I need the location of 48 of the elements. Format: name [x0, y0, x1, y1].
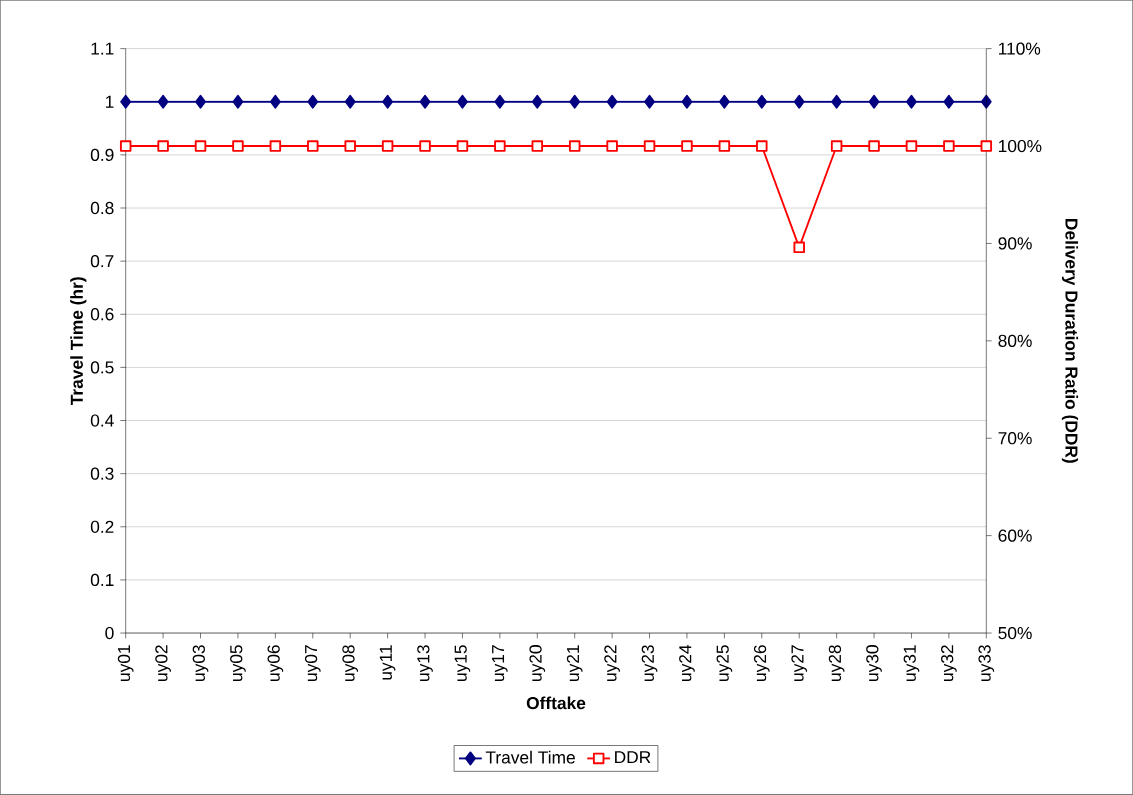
x-tick-label: uy32	[941, 645, 957, 682]
x-tick-label: uy11	[379, 645, 396, 680]
y2-axis-title: Delivery Duration Ratio (DDR)	[1061, 219, 1079, 463]
y2-tick-label: 110%	[999, 42, 1041, 55]
y-axis-title: Travel Time (hr)	[70, 277, 87, 406]
x-tick-label: uy24	[679, 645, 695, 682]
y2-tick-label: 70%	[998, 432, 1032, 445]
y-tick-label: 1	[105, 95, 114, 108]
x-tick-label: uy26	[753, 645, 770, 682]
y2-tick-label: 90%	[998, 237, 1032, 250]
y-tick-label: 0.8	[90, 201, 114, 215]
y-tick-label: 1.1	[91, 42, 114, 55]
y2-tick-label: 60%	[998, 529, 1032, 542]
x-axis-title: Offtake	[526, 696, 586, 710]
x-tick-label: uy07	[304, 645, 321, 682]
x-tick-label: uy22	[604, 645, 620, 682]
x-tick-label: uy08	[342, 645, 359, 682]
y2-tick-label: 50%	[998, 627, 1032, 640]
x-tick-label: uy31	[903, 645, 920, 682]
x-tick-label: uy20	[529, 645, 546, 682]
x-tick-label: uy05	[230, 645, 246, 682]
x-tick-label: uy15	[454, 645, 471, 682]
x-tick-label: uy30	[866, 645, 882, 682]
x-tick-label: uy27	[791, 645, 808, 682]
x-tick-label: uy25	[716, 645, 733, 682]
x-tick-label: uy01	[117, 645, 134, 682]
y-tick-label: 0.5	[90, 361, 114, 374]
y-tick-label: 0.7	[90, 255, 114, 268]
y2-tick-label: 100%	[999, 140, 1042, 153]
legend-label: Travel Time	[485, 750, 575, 764]
x-tick-label: uy23	[641, 645, 658, 682]
y-tick-label: 0.4	[90, 414, 114, 427]
y-tick-label: 0.9	[90, 148, 114, 162]
y-tick-label: 0.2	[90, 520, 114, 534]
x-tick-label: uy13	[417, 645, 433, 682]
x-tick-label: uy06	[267, 645, 284, 682]
x-tick-label: uy03	[192, 645, 209, 682]
y-tick-label: 0.1	[90, 573, 114, 587]
y2-tick-label: 80%	[998, 334, 1032, 348]
x-tick-label: uy33	[978, 645, 995, 682]
x-tick-label: uy21	[566, 645, 583, 682]
x-tick-label: uy17	[492, 645, 508, 682]
legend-label: DDR	[615, 751, 651, 764]
x-tick-label: uy02	[155, 645, 171, 682]
x-tick-label: uy28	[828, 645, 845, 682]
y-tick-label: 0.6	[90, 308, 114, 321]
y-tick-label: 0.3	[90, 467, 114, 480]
y-tick-label: 0	[105, 627, 114, 640]
